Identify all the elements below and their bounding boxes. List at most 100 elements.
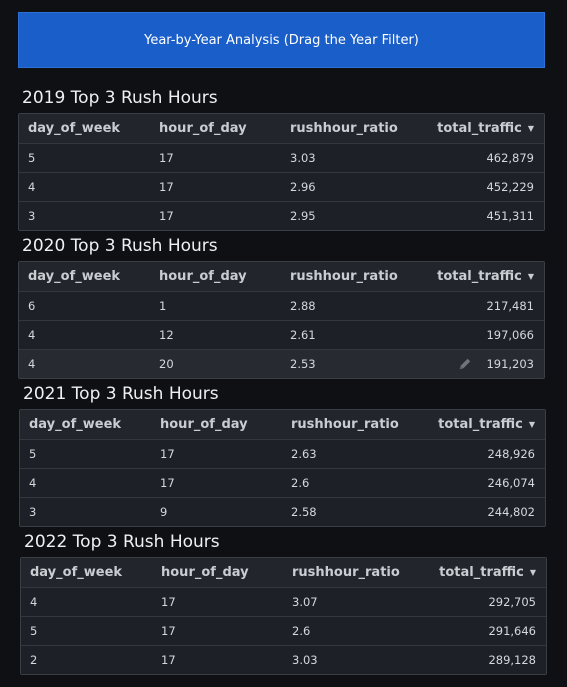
- cell-hour-of-day: 17: [159, 151, 174, 165]
- cell-hour-of-day: 17: [160, 447, 175, 461]
- cell-total-traffic: 451,311: [486, 209, 534, 223]
- cell-rushhour-ratio: 2.95: [290, 209, 316, 223]
- cell-total-traffic: 246,074: [487, 476, 535, 490]
- cell-rushhour-ratio: 3.03: [290, 151, 316, 165]
- cell-rushhour-ratio: 3.07: [292, 595, 318, 609]
- table-row: 4 17 2.6 246,074: [20, 468, 545, 497]
- table-row: 4 17 2.96 452,229: [19, 172, 544, 201]
- cell-day-of-week: 6: [28, 299, 36, 313]
- caret-down-icon[interactable]: ▼: [527, 272, 534, 281]
- column-header-hour-of-day[interactable]: hour_of_day: [161, 565, 249, 580]
- cell-rushhour-ratio: 2.6: [291, 476, 310, 490]
- column-header-rushhour-ratio[interactable]: rushhour_ratio: [290, 269, 398, 284]
- column-header-total-traffic[interactable]: total_traffic ▼: [412, 121, 544, 136]
- table-row: 3 17 2.95 451,311: [19, 201, 544, 230]
- cell-rushhour-ratio: 2.63: [291, 447, 317, 461]
- section-title: 2020 Top 3 Rush Hours: [22, 236, 218, 256]
- column-header-rushhour-ratio[interactable]: rushhour_ratio: [292, 565, 400, 580]
- cell-total-traffic: 291,646: [488, 624, 536, 638]
- column-header-rushhour-ratio[interactable]: rushhour_ratio: [291, 417, 399, 432]
- cell-total-traffic: 289,128: [488, 653, 536, 667]
- cell-hour-of-day: 20: [159, 357, 174, 371]
- caret-down-icon[interactable]: ▼: [527, 124, 534, 133]
- table-row: 4 12 2.61 197,066: [19, 320, 544, 349]
- column-header-total-traffic[interactable]: total_traffic ▼: [414, 565, 546, 580]
- data-table: day_of_week hour_of_day rushhour_ratio t…: [18, 261, 545, 379]
- cell-hour-of-day: 17: [161, 653, 176, 667]
- cell-day-of-week: 2: [30, 653, 38, 667]
- table-row: 4 20 2.53 191,203: [19, 349, 544, 378]
- table-header: day_of_week hour_of_day rushhour_ratio t…: [19, 114, 544, 143]
- cell-total-traffic: 462,879: [486, 151, 534, 165]
- cell-hour-of-day: 17: [161, 624, 176, 638]
- table-row: 2 17 3.03 289,128: [21, 645, 546, 674]
- column-header-day-of-week[interactable]: day_of_week: [28, 269, 121, 284]
- cell-rushhour-ratio: 2.61: [290, 328, 316, 342]
- year-filter-banner[interactable]: Year-by-Year Analysis (Drag the Year Fil…: [18, 12, 545, 68]
- cell-total-traffic: 292,705: [488, 595, 536, 609]
- cell-day-of-week: 5: [30, 624, 38, 638]
- data-table: day_of_week hour_of_day rushhour_ratio t…: [18, 113, 545, 231]
- cell-hour-of-day: 17: [159, 180, 174, 194]
- table-row: 5 17 2.63 248,926: [20, 439, 545, 468]
- section-2020: 2020 Top 3 Rush Hours day_of_week hour_o…: [18, 233, 545, 379]
- section-title: 2022 Top 3 Rush Hours: [24, 532, 220, 552]
- cell-day-of-week: 4: [28, 180, 36, 194]
- cell-hour-of-day: 12: [159, 328, 174, 342]
- caret-down-icon[interactable]: ▼: [529, 568, 536, 577]
- cell-day-of-week: 4: [30, 595, 38, 609]
- section-2019: 2019 Top 3 Rush Hours day_of_week hour_o…: [18, 85, 545, 231]
- cell-total-traffic: 248,926: [487, 447, 535, 461]
- cell-rushhour-ratio: 2.6: [292, 624, 311, 638]
- column-header-total-traffic[interactable]: total_traffic ▼: [413, 417, 545, 432]
- section-title: 2019 Top 3 Rush Hours: [22, 88, 218, 108]
- table-header: day_of_week hour_of_day rushhour_ratio t…: [19, 262, 544, 291]
- cell-day-of-week: 4: [28, 328, 36, 342]
- cell-day-of-week: 5: [28, 151, 36, 165]
- table-row: 4 17 3.07 292,705: [21, 587, 546, 616]
- cell-total-traffic: 197,066: [486, 328, 534, 342]
- cell-value: 191,203: [486, 356, 534, 371]
- section-title: 2021 Top 3 Rush Hours: [23, 384, 219, 404]
- cell-rushhour-ratio: 3.03: [292, 653, 318, 667]
- column-header-day-of-week[interactable]: day_of_week: [30, 565, 123, 580]
- table-row: 6 1 2.88 217,481: [19, 291, 544, 320]
- table-header: day_of_week hour_of_day rushhour_ratio t…: [21, 558, 546, 587]
- column-header-label: total_traffic: [439, 565, 524, 580]
- table-row: 3 9 2.58 244,802: [20, 497, 545, 526]
- table-row: 5 17 3.03 462,879: [19, 143, 544, 172]
- column-header-label: total_traffic: [437, 121, 522, 136]
- column-header-day-of-week[interactable]: day_of_week: [28, 121, 121, 136]
- cell-rushhour-ratio: 2.96: [290, 180, 316, 194]
- cell-day-of-week: 3: [29, 505, 37, 519]
- cell-hour-of-day: 9: [160, 505, 168, 519]
- column-header-label: total_traffic: [437, 269, 522, 284]
- column-header-rushhour-ratio[interactable]: rushhour_ratio: [290, 121, 398, 136]
- cell-day-of-week: 5: [29, 447, 37, 461]
- column-header-hour-of-day[interactable]: hour_of_day: [160, 417, 248, 432]
- column-header-total-traffic[interactable]: total_traffic ▼: [412, 269, 544, 284]
- column-header-day-of-week[interactable]: day_of_week: [29, 417, 122, 432]
- table-row: 5 17 2.6 291,646: [21, 616, 546, 645]
- cell-total-traffic: 244,802: [487, 505, 535, 519]
- column-header-label: total_traffic: [438, 417, 523, 432]
- banner-label: Year-by-Year Analysis (Drag the Year Fil…: [144, 32, 419, 48]
- cell-rushhour-ratio: 2.53: [290, 357, 316, 371]
- caret-down-icon[interactable]: ▼: [528, 420, 535, 429]
- cell-total-traffic: 217,481: [486, 299, 534, 313]
- cell-hour-of-day: 17: [161, 595, 176, 609]
- section-2021: 2021 Top 3 Rush Hours day_of_week hour_o…: [19, 381, 546, 527]
- column-header-hour-of-day[interactable]: hour_of_day: [159, 121, 247, 136]
- data-table: day_of_week hour_of_day rushhour_ratio t…: [20, 557, 547, 675]
- cell-rushhour-ratio: 2.58: [291, 505, 317, 519]
- data-table: day_of_week hour_of_day rushhour_ratio t…: [19, 409, 546, 527]
- column-header-hour-of-day[interactable]: hour_of_day: [159, 269, 247, 284]
- cell-hour-of-day: 17: [160, 476, 175, 490]
- cell-rushhour-ratio: 2.88: [290, 299, 316, 313]
- cell-total-traffic[interactable]: 191,203: [412, 357, 544, 372]
- table-header: day_of_week hour_of_day rushhour_ratio t…: [20, 410, 545, 439]
- cell-hour-of-day: 1: [159, 299, 167, 313]
- pencil-icon[interactable]: [458, 357, 472, 371]
- cell-day-of-week: 4: [29, 476, 37, 490]
